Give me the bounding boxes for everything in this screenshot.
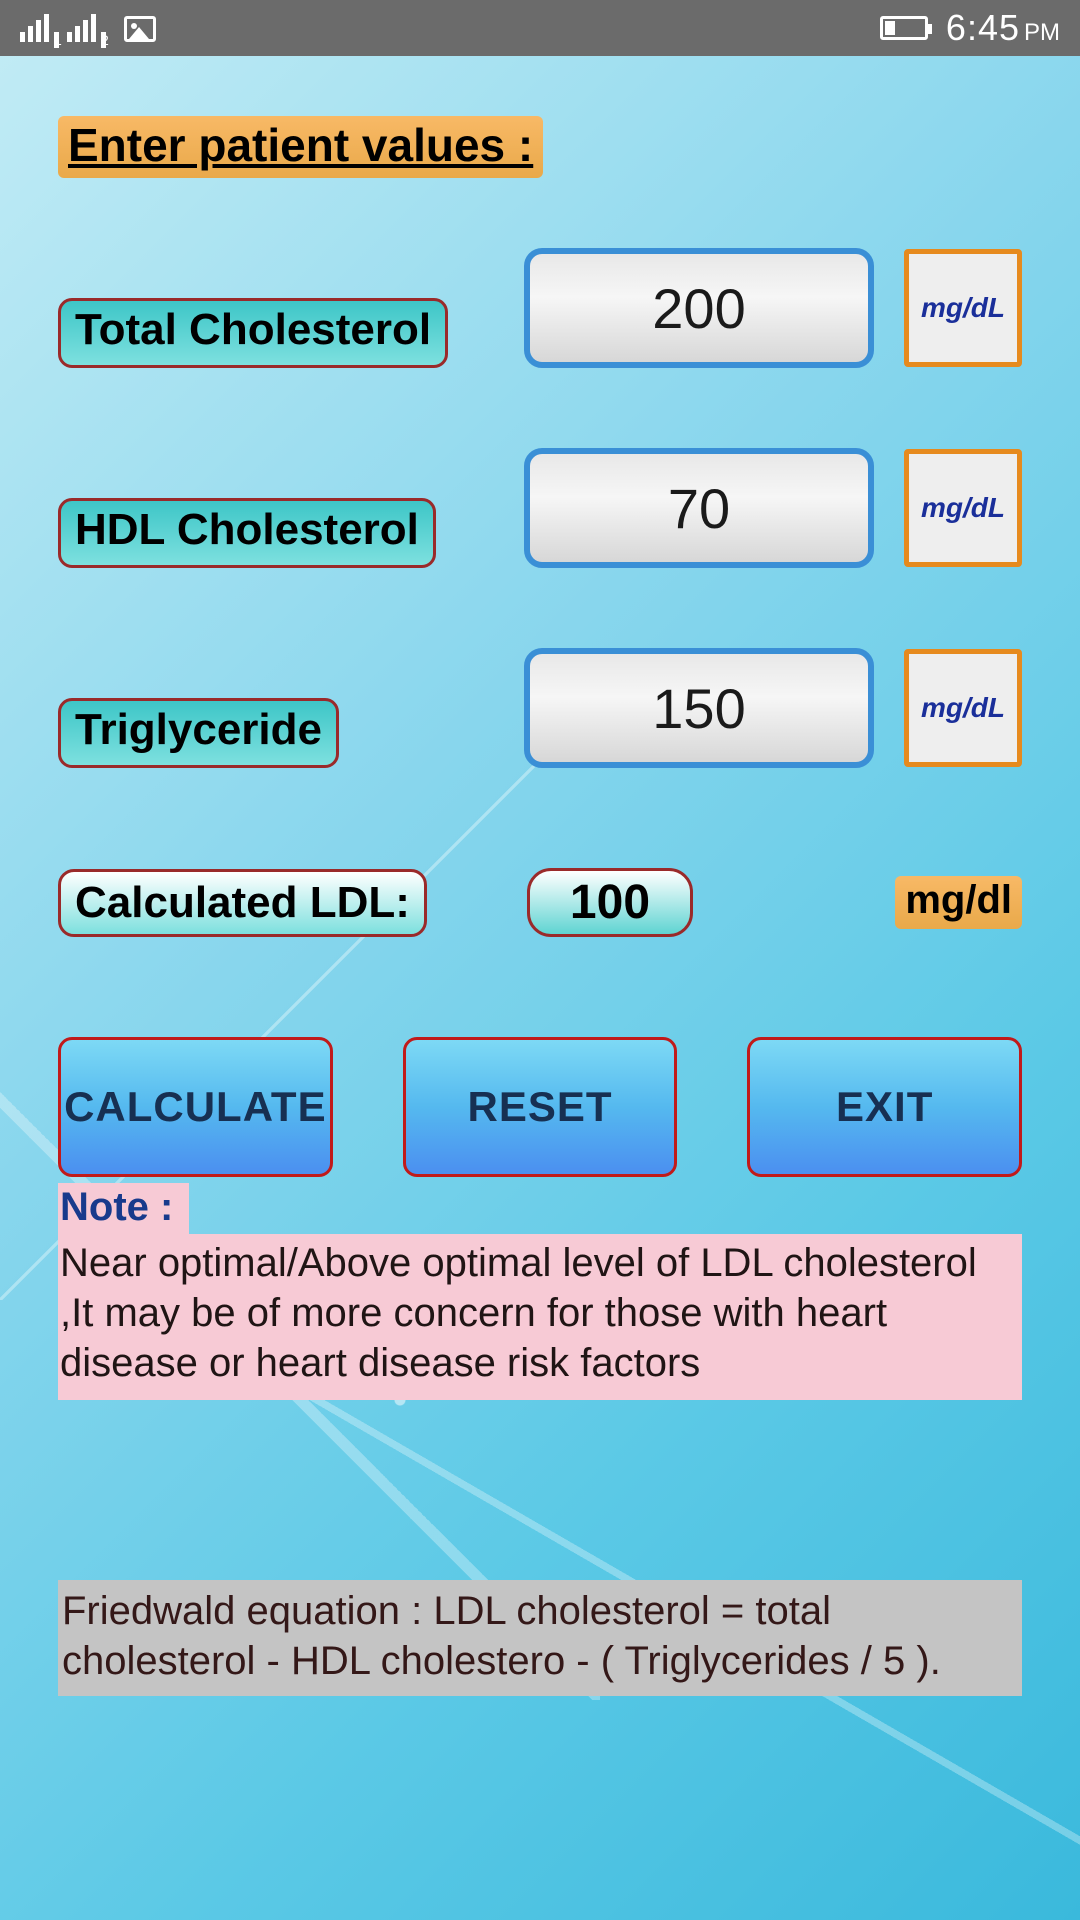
label-hdl-cholesterol: HDL Cholesterol — [58, 498, 436, 568]
input-triglyceride[interactable] — [524, 648, 874, 768]
content: Enter patient values : Total Cholesterol… — [0, 56, 1080, 1696]
reset-button[interactable]: RESET — [403, 1037, 678, 1177]
equation-text: Friedwald equation : LDL cholesterol = t… — [58, 1580, 1022, 1696]
row-total-cholesterol: Total Cholesterol mg/dL — [58, 248, 1022, 368]
row-triglyceride: Triglyceride mg/dL — [58, 648, 1022, 768]
page-title-text: Enter patient values : — [68, 119, 533, 171]
note-block: Note : Near optimal/Above optimal level … — [58, 1183, 1022, 1400]
signal-sim1-icon: 1 — [20, 14, 49, 42]
row-calculated-ldl: Calculated LDL: 100 mg/dl — [58, 868, 1022, 937]
label-triglyceride: Triglyceride — [58, 698, 339, 768]
button-row: CALCULATE RESET EXIT — [58, 1037, 1022, 1177]
status-right: 6:45PM — [880, 7, 1060, 49]
note-label: Note : — [58, 1183, 189, 1234]
unit-toggle-total-cholesterol[interactable]: mg/dL — [904, 249, 1022, 367]
label-total-cholesterol: Total Cholesterol — [58, 298, 448, 368]
screenshot-icon — [124, 16, 156, 42]
status-left: 1 2 — [20, 14, 156, 42]
row-hdl-cholesterol: HDL Cholesterol mg/dL — [58, 448, 1022, 568]
status-bar: 1 2 6:45PM — [0, 0, 1080, 56]
unit-toggle-triglyceride[interactable]: mg/dL — [904, 649, 1022, 767]
label-calculated-ldl: Calculated LDL: — [58, 869, 427, 937]
clock-ampm: PM — [1024, 19, 1060, 46]
input-hdl-cholesterol[interactable] — [524, 448, 874, 568]
unit-toggle-hdl-cholesterol[interactable]: mg/dL — [904, 449, 1022, 567]
exit-button[interactable]: EXIT — [747, 1037, 1022, 1177]
calculate-button[interactable]: CALCULATE — [58, 1037, 333, 1177]
clock: 6:45PM — [946, 7, 1060, 49]
note-text: Near optimal/Above optimal level of LDL … — [58, 1234, 1022, 1400]
unit-calculated-ldl: mg/dl — [895, 876, 1022, 929]
clock-time: 6:45 — [946, 7, 1020, 48]
value-calculated-ldl: 100 — [527, 868, 693, 937]
input-total-cholesterol[interactable] — [524, 248, 874, 368]
page-title: Enter patient values : — [58, 116, 543, 178]
signal-sim2-icon: 2 — [67, 14, 96, 42]
battery-icon — [880, 16, 928, 40]
